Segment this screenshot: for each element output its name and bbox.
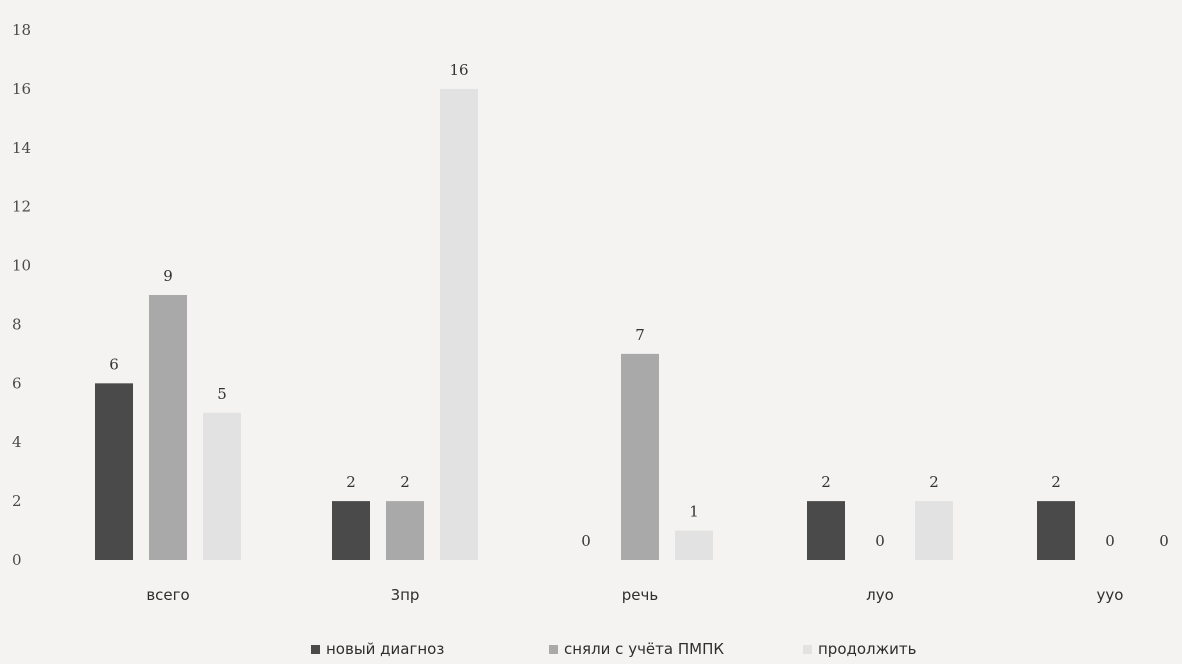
data-label: 0 (581, 532, 591, 550)
bars (95, 88, 1075, 560)
data-label: 2 (1051, 473, 1061, 491)
x-category-label: ууо (1097, 586, 1124, 604)
data-label: 2 (929, 473, 939, 491)
y-tick-label: 8 (12, 315, 22, 333)
data-label: 2 (400, 473, 410, 491)
y-tick-label: 14 (12, 139, 31, 157)
data-label: 1 (689, 503, 699, 521)
data-label: 5 (217, 385, 227, 403)
data-label: 16 (449, 61, 468, 79)
y-tick-label: 2 (12, 492, 22, 510)
x-axis: всего 3пр речь луо ууо (146, 586, 1123, 604)
legend-item: сняли с учёта ПМПК (549, 640, 724, 658)
data-label: 2 (821, 473, 831, 491)
y-tick-label: 0 (12, 551, 22, 569)
bar (203, 412, 241, 560)
data-label: 2 (346, 473, 356, 491)
legend-label: продолжить (818, 640, 916, 658)
x-category-label: всего (146, 586, 189, 604)
bar (621, 353, 659, 560)
bar (1037, 501, 1075, 560)
legend-label: сняли с учёта ПМПК (564, 640, 724, 658)
bar (332, 501, 370, 560)
x-category-label: 3пр (391, 586, 420, 604)
legend-swatch (803, 645, 812, 654)
legend-label: новый диагноз (326, 640, 444, 658)
y-tick-label: 18 (12, 21, 31, 39)
legend: новый диагноз сняли с учёта ПМПК продолжит… (311, 640, 916, 658)
bar (95, 383, 133, 560)
data-label: 6 (109, 355, 119, 373)
data-label: 7 (635, 326, 645, 344)
data-label: 0 (1159, 532, 1169, 550)
bar (807, 501, 845, 560)
y-tick-label: 4 (12, 433, 22, 451)
bar (440, 88, 478, 560)
bar (386, 501, 424, 560)
legend-swatch (549, 645, 558, 654)
bar (915, 501, 953, 560)
y-tick-label: 6 (12, 374, 22, 392)
data-label: 0 (875, 532, 885, 550)
x-category-label: речь (622, 586, 658, 604)
x-category-label: луо (866, 586, 894, 604)
legend-item: продолжить (803, 640, 916, 658)
legend-swatch (311, 645, 320, 654)
legend-item: новый диагноз (311, 640, 444, 658)
y-tick-label: 10 (12, 257, 31, 275)
data-labels: 6 9 5 2 2 16 0 7 1 2 0 2 2 0 0 (109, 61, 1169, 550)
data-label: 9 (163, 267, 173, 285)
bar (675, 530, 713, 560)
y-axis: 0 2 4 6 8 10 12 14 16 18 (12, 21, 31, 569)
y-tick-label: 16 (12, 80, 31, 98)
data-label: 0 (1105, 532, 1115, 550)
y-tick-label: 12 (12, 198, 31, 216)
bar (149, 295, 187, 560)
